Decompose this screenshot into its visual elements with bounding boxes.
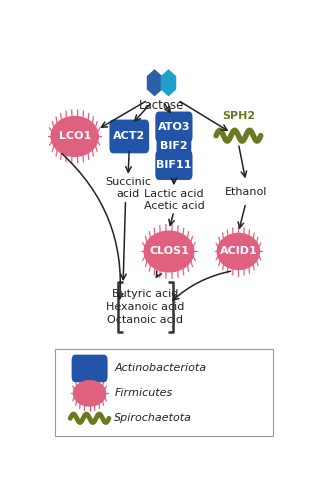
Text: Lactose: Lactose (139, 99, 184, 112)
Text: Spirochaetota: Spirochaetota (115, 413, 192, 423)
FancyBboxPatch shape (155, 150, 193, 180)
FancyBboxPatch shape (55, 349, 273, 436)
Ellipse shape (144, 231, 194, 272)
Text: CLOS1: CLOS1 (149, 247, 189, 256)
FancyBboxPatch shape (156, 131, 191, 161)
Text: ACT2: ACT2 (113, 131, 145, 141)
Text: Firmicutes: Firmicutes (115, 388, 173, 398)
Text: SPH2: SPH2 (222, 111, 255, 121)
Text: LCO1: LCO1 (59, 131, 91, 141)
Text: Ethanol: Ethanol (225, 187, 267, 197)
Polygon shape (161, 70, 176, 96)
Text: Actinobacteriota: Actinobacteriota (115, 364, 206, 374)
Text: Lactic acid
Acetic acid: Lactic acid Acetic acid (144, 189, 204, 211)
FancyBboxPatch shape (109, 120, 149, 153)
Text: Succinic
acid: Succinic acid (105, 177, 151, 199)
Ellipse shape (51, 117, 98, 156)
Text: ATO3: ATO3 (158, 122, 190, 132)
Polygon shape (148, 70, 162, 96)
Ellipse shape (217, 234, 260, 269)
Text: BIF11: BIF11 (156, 160, 192, 170)
FancyBboxPatch shape (72, 355, 108, 382)
Text: BIF2: BIF2 (160, 141, 188, 151)
Text: Butyric acid
Hexanoic acid
Octanoic acid: Butyric acid Hexanoic acid Octanoic acid (106, 289, 185, 325)
FancyBboxPatch shape (155, 112, 193, 142)
Text: ACID1: ACID1 (220, 247, 257, 256)
Ellipse shape (74, 380, 106, 406)
